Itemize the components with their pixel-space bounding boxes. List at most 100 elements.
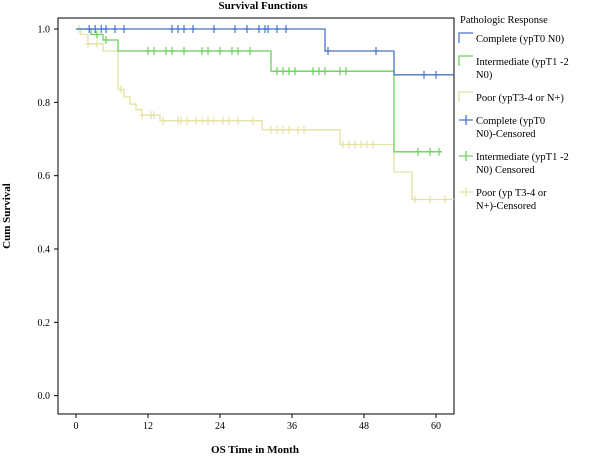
- chart-title: Survival Functions: [219, 0, 309, 12]
- censored-marker: [286, 125, 292, 134]
- censored-marker: [274, 25, 280, 33]
- censored-marker: [343, 67, 349, 76]
- censored-marker: [139, 111, 145, 120]
- censored-marker: [190, 25, 196, 33]
- censored-marker: [325, 47, 331, 55]
- censored-marker: [442, 195, 448, 204]
- censored-marker: [103, 25, 109, 33]
- censored-marker: [280, 67, 286, 76]
- censored-marker: [226, 116, 232, 125]
- legend: Complete (ypT0 N0) Intermediate (ypT1 -2 N…: [458, 32, 569, 212]
- censored-marker: [193, 116, 199, 125]
- censored-marker: [436, 147, 442, 156]
- x-tick-label: 48: [359, 421, 369, 432]
- censored-marker: [340, 140, 346, 149]
- censored-marker: [256, 25, 262, 33]
- censored-marker: [295, 125, 301, 134]
- censored-marker: [373, 47, 379, 55]
- legend-censored-symbol: [459, 151, 473, 161]
- x-tick-label: 12: [143, 421, 153, 432]
- censored-marker: [94, 30, 100, 39]
- censored-marker: [235, 116, 241, 125]
- x-tick-label: 24: [215, 421, 225, 432]
- censored-marker: [181, 47, 187, 55]
- censored-marker: [229, 47, 235, 55]
- legend-label: Poor (yp T3-4 or N+)-Censored: [476, 188, 547, 212]
- censored-marker: [283, 25, 289, 33]
- censored-marker: [268, 125, 274, 134]
- censored-marker: [235, 47, 241, 55]
- censored-marker: [352, 140, 358, 149]
- censored-marker: [244, 25, 250, 33]
- censored-marker: [421, 70, 427, 79]
- censored-marker: [220, 116, 226, 125]
- legend-label: Complete (ypT0 N0)-Censored: [476, 116, 545, 140]
- censored-marker: [86, 25, 93, 33]
- censored-marker: [94, 39, 100, 48]
- censored-marker: [169, 25, 175, 33]
- censored-marker: [346, 140, 352, 149]
- censored-marker: [121, 25, 127, 33]
- legend-line-symbol: [458, 32, 473, 43]
- y-tick-label: 0.2: [38, 318, 51, 329]
- legend-line-symbol: [458, 55, 473, 66]
- y-tick-label: 0.4: [38, 245, 51, 256]
- censored-marker: [92, 25, 99, 33]
- series-layer: [76, 25, 454, 204]
- censored-marker: [274, 67, 280, 76]
- censored-marker: [169, 47, 175, 55]
- censored-marker: [145, 47, 151, 55]
- y-tick-label: 0.0: [38, 391, 51, 402]
- legend-censored-symbol: [459, 187, 473, 197]
- censored-marker: [274, 125, 280, 134]
- censored-marker: [337, 67, 343, 76]
- censored-marker: [232, 25, 238, 33]
- censored-marker: [178, 116, 184, 125]
- survival-curve-1: [76, 28, 442, 153]
- censored-marker: [301, 125, 307, 134]
- censored-marker: [316, 67, 322, 76]
- censored-marker: [175, 25, 181, 33]
- censored-marker: [199, 47, 205, 55]
- censored-marker: [322, 67, 328, 76]
- censored-marker: [211, 116, 217, 125]
- censored-marker: [370, 140, 376, 149]
- y-tick-label: 1.0: [38, 25, 51, 36]
- censored-marker: [112, 25, 118, 33]
- censored-marker: [103, 36, 109, 44]
- censored-marker: [199, 116, 205, 125]
- censored-marker: [118, 85, 124, 94]
- axis-ticks: 0 12 24 36 48 60 0.0 0.2 0.4 0.6 0.8 1.0: [38, 25, 442, 433]
- legend-censored-symbol: [459, 115, 473, 125]
- legend-label: Intermediate (ypT1 -2 N0) Censored: [476, 152, 569, 176]
- censored-marker: [310, 67, 316, 76]
- y-axis-title: Cum Survival: [1, 183, 13, 249]
- censored-marker: [250, 116, 256, 125]
- y-tick-label: 0.8: [38, 98, 51, 109]
- censored-marker: [286, 67, 292, 76]
- legend-label: Poor (ypT3-4 or N+): [476, 93, 564, 104]
- x-tick-label: 0: [74, 421, 79, 432]
- censored-marker: [205, 47, 211, 55]
- censored-marker: [211, 25, 217, 33]
- survival-curve-2: [76, 28, 454, 201]
- x-tick-label: 60: [431, 421, 441, 432]
- x-axis-title: OS Time in Month: [211, 444, 299, 456]
- survival-curve-0: [76, 28, 454, 76]
- plot-frame: [57, 17, 455, 415]
- censored-marker: [184, 116, 190, 125]
- censored-marker: [415, 147, 421, 156]
- censored-marker: [364, 140, 370, 149]
- censored-marker: [181, 25, 187, 33]
- censored-marker: [163, 47, 169, 55]
- legend-title: Pathologic Response: [460, 15, 548, 26]
- x-tick-label: 36: [287, 421, 297, 432]
- legend-label: Intermediate (ypT1 -2 N0): [476, 57, 569, 81]
- censored-marker: [217, 47, 223, 55]
- censored-marker: [433, 70, 439, 79]
- legend-line-symbol: [458, 91, 473, 102]
- censored-marker: [280, 125, 286, 134]
- censored-marker: [412, 195, 418, 204]
- censored-marker: [427, 195, 433, 204]
- censored-marker: [151, 111, 157, 120]
